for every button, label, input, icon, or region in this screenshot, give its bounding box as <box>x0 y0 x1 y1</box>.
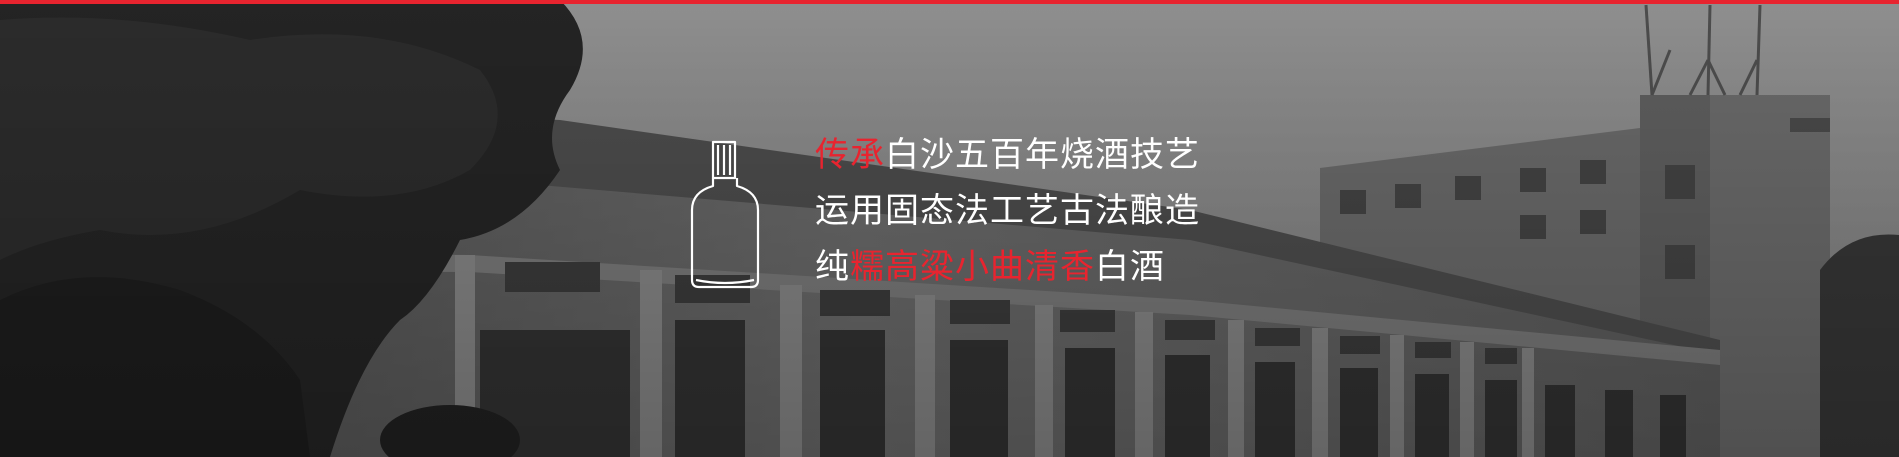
slogan-line-2: 运用固态法工艺古法酿造 <box>815 183 1200 239</box>
liquor-bottle-icon <box>690 140 760 289</box>
slogan-text: 运用固态法工艺古法酿造 <box>815 191 1200 231</box>
slogan-text: 白沙五百年烧酒技艺 <box>885 135 1200 175</box>
slogan-highlight: 传承 <box>815 135 885 175</box>
hero-slogan: 传承白沙五百年烧酒技艺 运用固态法工艺古法酿造 纯糯高粱小曲清香白酒 <box>815 127 1200 295</box>
slogan-highlight: 糯高粱小曲清香 <box>850 247 1095 287</box>
slogan-line-3: 纯糯高粱小曲清香白酒 <box>815 239 1200 295</box>
slogan-line-1: 传承白沙五百年烧酒技艺 <box>815 127 1200 183</box>
slogan-text: 纯 <box>815 247 850 287</box>
top-accent-line <box>0 0 1899 4</box>
slogan-text: 白酒 <box>1095 247 1165 287</box>
